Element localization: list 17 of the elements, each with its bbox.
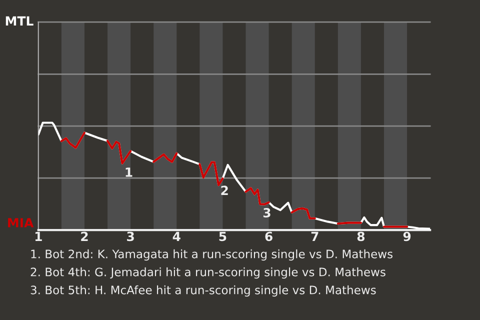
annotation: 2 [221, 186, 228, 195]
x-tick-label: 7 [311, 232, 318, 241]
x-tick-label: 4 [172, 232, 180, 241]
x-tick-label: 9 [403, 232, 411, 242]
text: MTL [6, 16, 34, 26]
text: 3. Bot 5th: H. McAfee hit a run-scoring single vs D. Mathews [30, 285, 376, 297]
annotation: 1 [126, 168, 132, 177]
text: 2. Bot 4th: G. Jemadari hit a run-scoring single vs D. Mathews [30, 267, 386, 279]
text: 1. Bot 2nd: K. Yamagata hit a run-scoring single vs D. Mathews [31, 249, 392, 261]
text: MIA [8, 218, 34, 228]
x-tick-label: 8 [357, 232, 365, 242]
x-tick-label: 6 [265, 232, 272, 242]
x-tick-label: 1 [35, 232, 42, 241]
x-tick-label: 2 [81, 232, 88, 241]
x-tick-label: 3 [127, 232, 134, 242]
annotation: 3 [263, 208, 270, 218]
x-tick-label: 5 [219, 232, 226, 242]
